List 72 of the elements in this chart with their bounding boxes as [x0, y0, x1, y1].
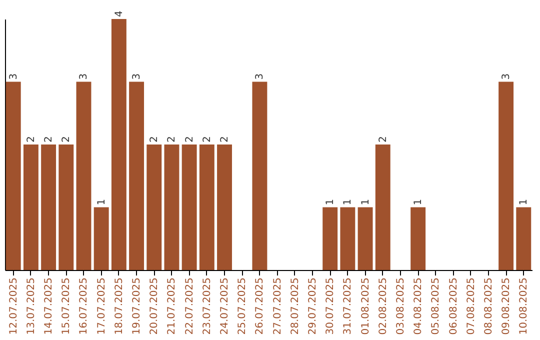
x-tick-label: 27.07.2025 [272, 278, 284, 335]
bar [76, 82, 92, 270]
x-tick-label: 20.07.2025 [149, 278, 160, 335]
x-tick-label: 30.07.2025 [325, 278, 336, 335]
data-label: 3 [254, 73, 266, 80]
data-label: 1 [518, 198, 530, 206]
bar [516, 207, 532, 270]
bar [146, 144, 162, 270]
x-tick-label: 01.08.2025 [360, 278, 372, 335]
data-label: 2 [44, 136, 55, 142]
data-label: 4 [114, 10, 125, 17]
x-tick-label: 19.07.2025 [132, 278, 143, 335]
x-tick-label: 21.07.2025 [166, 278, 178, 335]
x-tick-label: 28.07.2025 [290, 278, 301, 335]
x-tick-label: 18.07.2025 [114, 278, 125, 335]
data-label: 1 [342, 198, 354, 206]
x-tick-label: 16.07.2025 [78, 278, 90, 335]
bar [111, 19, 126, 270]
x-tick-label: 04.08.2025 [413, 278, 424, 335]
data-label: 2 [184, 136, 196, 142]
x-tick-label: 15.07.2025 [61, 278, 72, 335]
bar [6, 82, 21, 270]
x-tick-label: 23.07.2025 [202, 278, 213, 335]
data-label: 2 [202, 136, 213, 142]
data-label: 3 [8, 73, 20, 80]
x-tick-label: 05.08.2025 [430, 278, 442, 335]
data-label: 3 [132, 73, 143, 80]
bar [182, 144, 197, 270]
data-label: 1 [96, 198, 108, 206]
bar [375, 144, 390, 270]
data-label: 2 [166, 136, 178, 142]
x-tick-label: 07.08.2025 [466, 278, 477, 335]
data-label: 3 [501, 73, 512, 80]
data-label: 3 [78, 73, 90, 80]
x-tick-label: 22.07.2025 [184, 278, 196, 335]
data-label: 2 [378, 136, 389, 142]
bar [41, 144, 56, 270]
bar [94, 207, 109, 270]
bar [252, 82, 268, 270]
bar [340, 207, 356, 270]
bar [199, 144, 214, 270]
bar [164, 144, 180, 270]
x-tick-label: 12.07.2025 [8, 278, 20, 335]
x-tick-label: 26.07.2025 [254, 278, 266, 335]
bar [217, 144, 232, 270]
x-tick-label: 25.07.2025 [237, 278, 248, 335]
data-label: 1 [325, 198, 336, 206]
x-tick-label: 29.07.2025 [307, 278, 318, 335]
x-tick-label: 02.08.2025 [378, 278, 389, 335]
bar [498, 82, 514, 270]
x-tick-label: 14.07.2025 [44, 278, 55, 335]
data-label: 2 [149, 136, 160, 142]
bar [58, 144, 74, 270]
bar [358, 207, 373, 270]
data-label: 2 [220, 136, 231, 142]
x-tick-label: 24.07.2025 [220, 278, 231, 335]
data-label: 1 [413, 198, 424, 206]
bar [322, 207, 338, 270]
data-label: 2 [61, 136, 72, 142]
x-tick-label: 13.07.2025 [26, 278, 37, 335]
x-tick-label: 31.07.2025 [342, 278, 354, 335]
bar [410, 207, 426, 270]
x-tick-label: 17.07.2025 [96, 278, 108, 335]
data-label: 2 [26, 136, 37, 142]
x-tick-label: 08.08.2025 [483, 278, 494, 335]
x-tick-label: 03.08.2025 [395, 278, 406, 335]
bar [129, 82, 144, 270]
x-tick-label: 09.08.2025 [501, 278, 512, 335]
data-label: 1 [360, 198, 372, 206]
x-tick-label: 10.08.2025 [518, 278, 530, 335]
x-tick-label: 06.08.2025 [448, 278, 460, 335]
bar [23, 144, 38, 270]
